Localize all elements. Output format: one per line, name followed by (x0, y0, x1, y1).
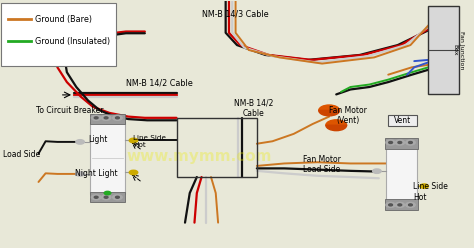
Circle shape (398, 142, 401, 144)
Text: Line Side
Hot: Line Side Hot (413, 182, 448, 202)
Circle shape (76, 172, 84, 176)
Circle shape (406, 202, 415, 207)
FancyBboxPatch shape (0, 3, 117, 66)
Circle shape (113, 195, 122, 200)
Circle shape (409, 142, 412, 144)
Circle shape (104, 117, 108, 119)
Text: Vent: Vent (394, 116, 411, 125)
Text: Light: Light (88, 135, 108, 144)
Circle shape (94, 196, 98, 198)
Circle shape (386, 140, 395, 145)
Text: Fan Junction
Box: Fan Junction Box (453, 31, 464, 69)
Circle shape (395, 202, 404, 207)
Circle shape (91, 115, 101, 120)
FancyBboxPatch shape (388, 115, 417, 126)
Circle shape (395, 140, 404, 145)
Text: NM-B 14/2
Cable: NM-B 14/2 Cable (234, 98, 273, 118)
FancyBboxPatch shape (90, 114, 126, 124)
Circle shape (129, 170, 138, 175)
Text: NM-B 14/2 Cable: NM-B 14/2 Cable (126, 79, 192, 88)
Text: Line Side
Hot: Line Side Hot (133, 135, 166, 148)
Bar (176, 118, 257, 177)
FancyBboxPatch shape (90, 192, 126, 202)
Bar (428, 6, 459, 94)
Text: Fan Motor
Load Side: Fan Motor Load Side (303, 155, 341, 174)
Circle shape (113, 115, 122, 120)
Wedge shape (319, 105, 339, 110)
Text: Night Light: Night Light (75, 169, 118, 178)
Circle shape (389, 204, 392, 206)
Circle shape (104, 196, 108, 198)
Wedge shape (326, 120, 346, 125)
Text: www.mymm.com: www.mymm.com (127, 149, 272, 164)
Circle shape (116, 196, 119, 198)
FancyBboxPatch shape (385, 199, 418, 210)
Circle shape (386, 202, 395, 207)
Text: Ground (Bare): Ground (Bare) (35, 15, 92, 24)
Text: To Circuit Breaker: To Circuit Breaker (36, 106, 104, 115)
Bar (386, 146, 417, 202)
Text: Ground (Insulated): Ground (Insulated) (35, 37, 110, 46)
Circle shape (409, 204, 412, 206)
FancyBboxPatch shape (385, 138, 418, 149)
Circle shape (373, 169, 381, 173)
Circle shape (116, 117, 119, 119)
Circle shape (91, 195, 101, 200)
Text: Load Side: Load Side (3, 150, 40, 159)
Wedge shape (326, 125, 346, 131)
Circle shape (101, 195, 111, 200)
Circle shape (104, 191, 111, 195)
Wedge shape (319, 110, 339, 116)
Circle shape (420, 184, 428, 188)
Circle shape (398, 204, 401, 206)
Circle shape (76, 140, 84, 144)
Bar (91, 122, 125, 194)
Circle shape (101, 115, 111, 120)
Circle shape (129, 138, 138, 143)
Circle shape (406, 140, 415, 145)
Text: Fan Motor
(Vent): Fan Motor (Vent) (329, 105, 367, 125)
Circle shape (389, 142, 392, 144)
Circle shape (94, 117, 98, 119)
Text: NM-B 14/3 Cable: NM-B 14/3 Cable (202, 9, 269, 18)
